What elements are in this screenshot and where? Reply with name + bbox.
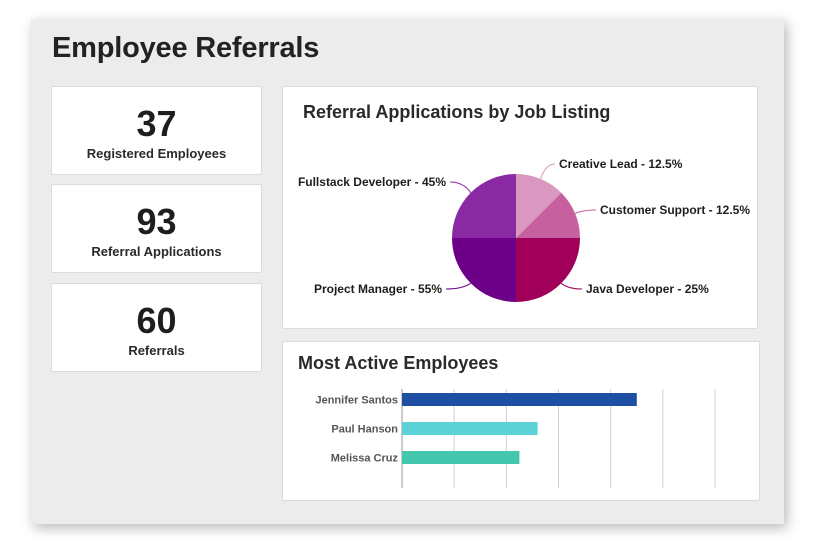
stat-card-referrals[interactable]: 60 Referrals — [51, 283, 262, 372]
pie-leader-line — [560, 282, 583, 290]
stat-card-referral-applications[interactable]: 93 Referral Applications — [51, 184, 262, 273]
pie-leader-line — [574, 209, 597, 214]
stat-card-registered-employees[interactable]: 37 Registered Employees — [51, 86, 262, 175]
stat-value: 60 — [136, 300, 177, 341]
stat-label: Referrals — [128, 343, 185, 358]
pie-chart-title: Referral Applications by Job Listing — [303, 102, 611, 122]
pie-chart-card: Referral Applications by Job Listing Cre… — [282, 86, 758, 329]
pie-slice[interactable] — [516, 192, 580, 238]
bar[interactable] — [402, 422, 538, 435]
pie-slice-label: Creative Lead - 12.5% — [559, 157, 683, 171]
pie-slice-label: Customer Support - 12.5% — [600, 203, 750, 217]
bar-chart-title: Most Active Employees — [298, 353, 499, 373]
pie-slice[interactable] — [452, 174, 516, 238]
stat-value: 93 — [136, 201, 177, 242]
stat-label: Registered Employees — [86, 146, 227, 161]
dashboard-panel: Employee Referrals 37 Registered Employe… — [31, 19, 784, 524]
bar-category-label: Melissa Cruz — [331, 453, 399, 465]
pie-leader-line — [449, 181, 472, 193]
stat-value: 37 — [136, 103, 177, 144]
pie-leader-line — [445, 282, 471, 290]
pie-leader-line — [540, 163, 556, 180]
pie-slice-label: Fullstack Developer - 45% — [298, 175, 446, 189]
pie-chart: Creative Lead - 12.5% Customer Support - … — [298, 157, 750, 302]
pie-slice-label: Java Developer - 25% — [586, 282, 709, 296]
bar-chart-card: Most Active Employees Jennifer Santos Pau… — [282, 341, 760, 501]
page-title: Employee Referrals — [52, 32, 320, 64]
bar-category-label: Paul Hanson — [331, 424, 398, 436]
stat-label: Referral Applications — [91, 244, 222, 259]
pie-slice[interactable] — [516, 238, 580, 302]
bar-chart: Jennifer Santos Paul Hanson Melissa Cruz — [315, 389, 716, 488]
bar[interactable] — [402, 451, 520, 464]
bar[interactable] — [402, 393, 637, 406]
bar-category-label: Jennifer Santos — [315, 395, 398, 407]
pie-slice[interactable] — [516, 174, 562, 238]
pie-slice-label: Project Manager - 55% — [314, 282, 442, 296]
pie-slice[interactable] — [452, 238, 516, 302]
